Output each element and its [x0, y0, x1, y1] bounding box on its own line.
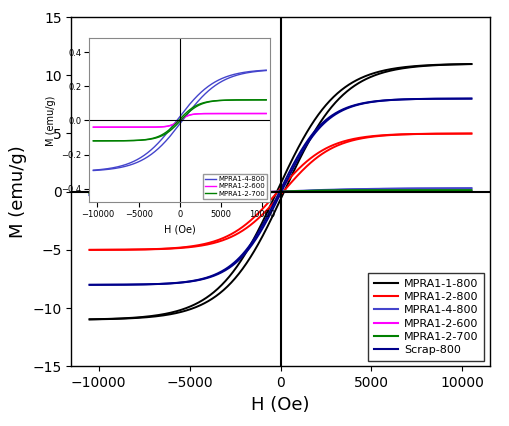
Legend: MPRA1-4-800, MPRA1-2-600, MPRA1-2-700: MPRA1-4-800, MPRA1-2-600, MPRA1-2-700 — [203, 174, 266, 199]
Y-axis label: M (emu/g): M (emu/g) — [46, 95, 56, 146]
Legend: MPRA1-1-800, MPRA1-2-800, MPRA1-4-800, MPRA1-2-600, MPRA1-2-700, Scrap-800: MPRA1-1-800, MPRA1-2-800, MPRA1-4-800, M… — [367, 273, 483, 361]
X-axis label: H (Oe): H (Oe) — [163, 225, 195, 235]
Y-axis label: M (emu/g): M (emu/g) — [9, 145, 27, 238]
X-axis label: H (Oe): H (Oe) — [251, 396, 309, 414]
